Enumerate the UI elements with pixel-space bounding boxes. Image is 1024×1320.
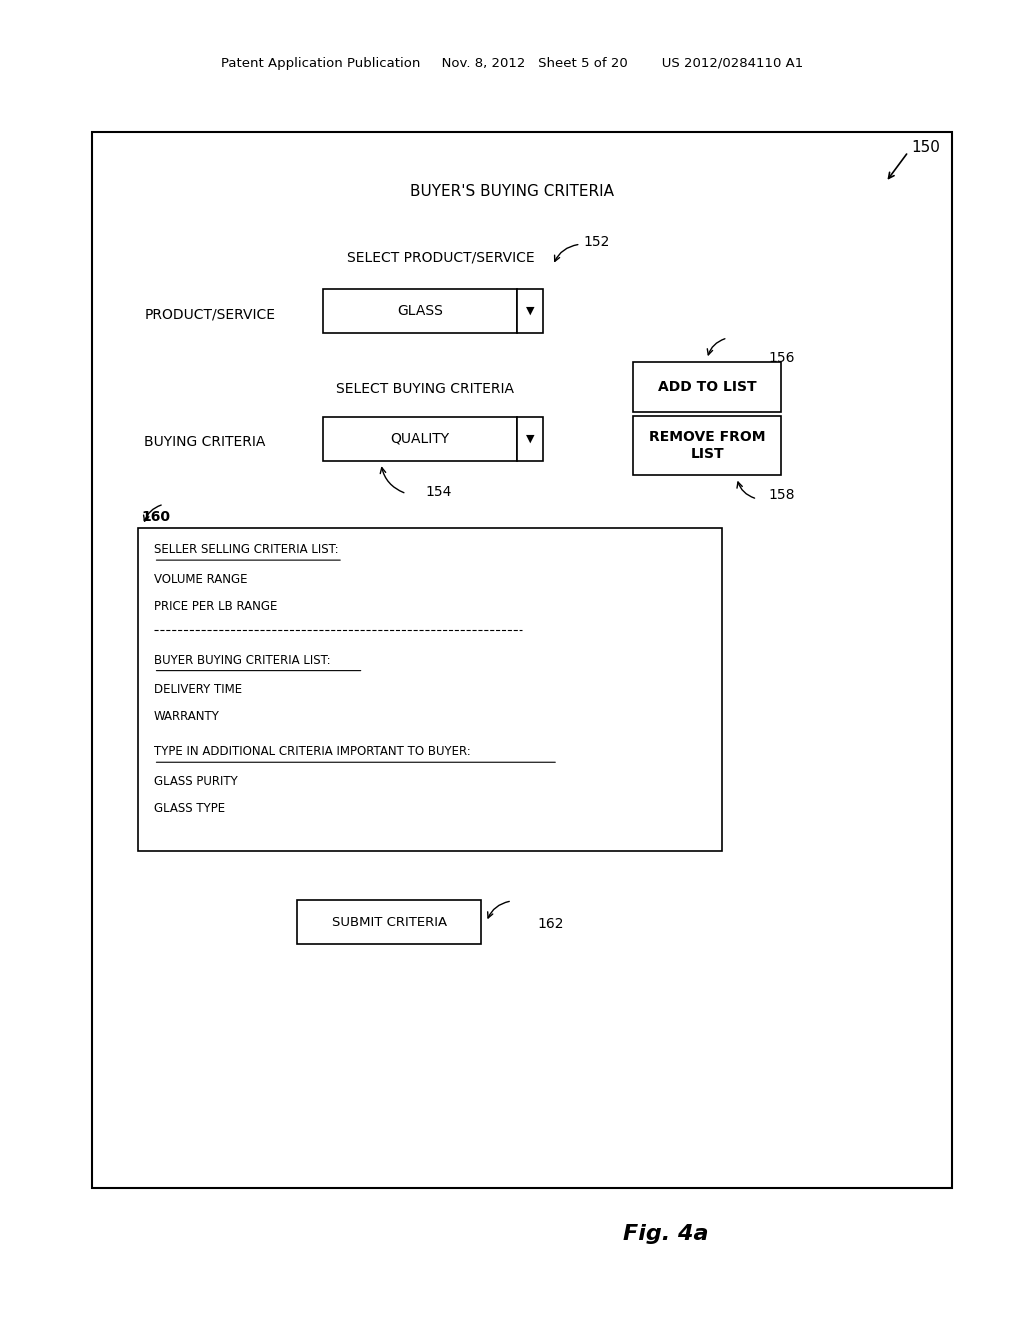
Text: QUALITY: QUALITY [390,432,450,446]
Text: SUBMIT CRITERIA: SUBMIT CRITERIA [332,916,446,928]
Text: Fig. 4a: Fig. 4a [623,1224,709,1245]
Text: PRODUCT/SERVICE: PRODUCT/SERVICE [144,308,275,321]
Bar [138,528,722,851]
Text: 154: 154 [425,486,452,499]
Text: 152: 152 [584,235,610,248]
Text: REMOVE FROM
LIST: REMOVE FROM LIST [649,430,765,461]
Text: GLASS: GLASS [397,304,442,318]
Text: PRICE PER LB RANGE: PRICE PER LB RANGE [154,599,276,612]
Bar [297,900,481,944]
Text: GLASS TYPE: GLASS TYPE [154,801,224,814]
Text: 156: 156 [768,351,795,364]
Bar [517,417,543,461]
Text: 162: 162 [538,917,564,931]
Bar [633,416,781,475]
Text: DELIVERY TIME: DELIVERY TIME [154,684,242,696]
Bar [517,289,543,333]
Text: BUYER'S BUYING CRITERIA: BUYER'S BUYING CRITERIA [410,183,614,199]
Text: 158: 158 [768,488,795,502]
Bar [92,132,952,1188]
Text: ▼: ▼ [525,434,535,444]
Text: SELLER SELLING CRITERIA LIST:: SELLER SELLING CRITERIA LIST: [154,543,338,556]
Text: TYPE IN ADDITIONAL CRITERIA IMPORTANT TO BUYER:: TYPE IN ADDITIONAL CRITERIA IMPORTANT TO… [154,746,470,758]
Text: VOLUME RANGE: VOLUME RANGE [154,573,247,586]
Text: 150: 150 [911,140,940,156]
Bar [323,417,517,461]
Text: BUYING CRITERIA: BUYING CRITERIA [144,436,265,449]
Text: ▼: ▼ [525,306,535,315]
Text: ADD TO LIST: ADD TO LIST [657,380,757,393]
Text: WARRANTY: WARRANTY [154,710,219,723]
Text: Patent Application Publication     Nov. 8, 2012   Sheet 5 of 20        US 2012/0: Patent Application Publication Nov. 8, 2… [221,57,803,70]
Text: GLASS PURITY: GLASS PURITY [154,775,238,788]
Text: 160: 160 [141,511,170,524]
Text: BUYER BUYING CRITERIA LIST:: BUYER BUYING CRITERIA LIST: [154,653,330,667]
Bar [633,362,781,412]
Text: SELECT BUYING CRITERIA: SELECT BUYING CRITERIA [336,383,514,396]
Text: SELECT PRODUCT/SERVICE: SELECT PRODUCT/SERVICE [346,251,535,264]
Bar [323,289,517,333]
